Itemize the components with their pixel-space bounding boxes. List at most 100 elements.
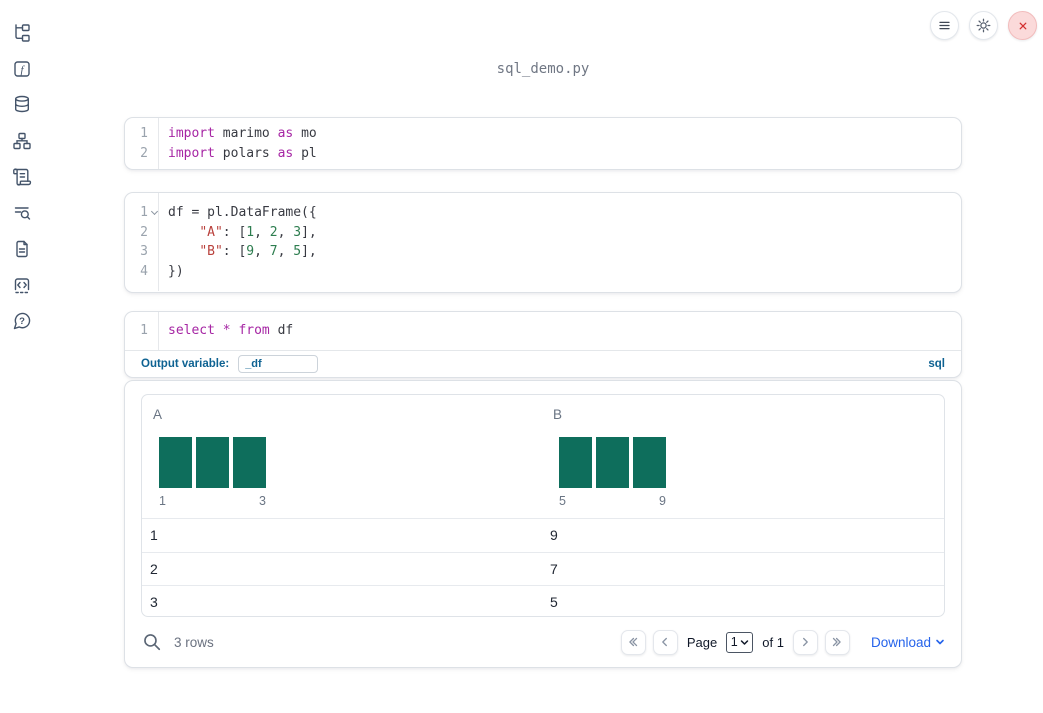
table-cell: 9 [550,527,558,544]
line-number: 1 [140,323,148,338]
first-page-button[interactable] [620,629,646,655]
sidebar-item-snippets[interactable] [12,275,32,295]
database-icon [14,95,30,113]
histogram-min-label: 5 [559,494,566,508]
previous-page-button[interactable] [652,629,678,655]
next-page-button[interactable] [792,629,818,655]
column-header-a[interactable]: A 1 3 [142,407,542,518]
column-name: A [153,407,163,422]
sidebar-item-scratchpad[interactable] [12,167,32,187]
sidebar-item-help[interactable]: ? [12,311,32,331]
sidebar-item-file-explorer[interactable] [12,23,32,43]
code-line[interactable]: 3 "B": [9, 7, 5], [125,242,961,262]
row-count: 3 rows [174,634,214,650]
hamburger-menu-icon [939,21,950,30]
code-snippet-icon [14,278,30,294]
column-header-b[interactable]: B 5 9 [542,407,944,518]
table-footer: 3 rows Page 1 of 1 [141,624,945,660]
table-search-button[interactable] [141,631,163,653]
table-cell: 3 [150,594,158,611]
code-editor[interactable]: 1 df = pl.DataFrame({2 "A": [1, 2, 3], 3 "… [125,193,961,291]
pagination: Page 1 of 1 Download [620,629,945,655]
function-icon: f [14,61,30,77]
document-icon [16,240,28,258]
notebook-actions [930,11,1037,40]
table-cell: 5 [550,594,558,611]
menu-button[interactable] [930,11,959,40]
sidebar-item-logs[interactable] [12,203,32,223]
line-number: 2 [140,224,148,240]
column-histogram [159,437,266,488]
code-editor[interactable]: 1 import marimo as mo 2 import polars as pl [125,118,961,169]
histogram-bar [196,437,229,488]
code-line[interactable]: 1 select * from df [125,321,961,341]
table-cell: 7 [550,560,558,577]
histogram-bar [159,437,192,488]
sql-editor[interactable]: 1 select * from df [125,312,961,350]
code-line[interactable]: 1 df = pl.DataFrame({ [125,203,961,223]
code-cell-dataframe: 1 df = pl.DataFrame({2 "A": [1, 2, 3], 3 "… [124,192,962,293]
chevron-down-icon [936,639,944,645]
page-number-select[interactable]: 1 [726,631,754,653]
log-search-icon [14,207,31,220]
histogram-min-label: 1 [159,494,166,508]
dependency-graph-icon [13,132,31,150]
code-line[interactable]: 4}) [125,262,961,282]
sidebar-item-dependency-graph[interactable] [12,131,32,151]
sql-cell-footer: Output variable: sql [125,349,961,378]
download-button[interactable]: Download [871,635,945,650]
page-label: Page [686,634,718,650]
line-number: 1 [140,126,148,141]
helper-sidebar: f [0,0,44,713]
code-cell-imports: 1 import marimo as mo 2 import polars as pl [124,117,962,170]
line-number: 4 [140,263,148,279]
code-line[interactable]: 2 import polars as pl [125,144,961,164]
last-page-button[interactable] [824,629,850,655]
line-number: 3 [140,244,148,259]
svg-text:f: f [20,64,25,76]
chevron-down-icon [740,639,748,645]
page-total-label: of 1 [762,634,784,650]
shutdown-button[interactable] [1008,11,1037,40]
chevron-left-icon [662,637,668,647]
notebook-filename: sql_demo.py [496,61,590,77]
table-header: A 1 3 B 5 9 [142,395,944,518]
line-number: 1 [140,205,148,220]
histogram-bar [633,437,666,488]
language-badge: sql [928,358,945,370]
code-line[interactable]: 2 "A": [1, 2, 3], [125,223,961,243]
gear-icon [976,18,991,33]
histogram-max-label: 9 [659,494,666,508]
settings-button[interactable] [969,11,998,40]
svg-text:?: ? [19,316,25,327]
line-number: 2 [140,145,148,161]
table-cell: 1 [150,527,158,544]
chevrons-right-icon [833,637,842,647]
sidebar-item-documentation[interactable] [12,239,32,259]
sidebar-item-variables[interactable]: f [12,59,32,79]
file-tree-icon [15,24,30,42]
search-icon [144,634,161,651]
column-name: B [553,407,563,422]
code-line[interactable]: 1 import marimo as mo [125,124,961,144]
histogram-bar [559,437,592,488]
sidebar-item-data-sources[interactable] [12,94,32,114]
chevron-right-icon [803,637,809,647]
histogram-bar [233,437,266,488]
output-variable-input[interactable] [238,355,319,373]
close-icon [1019,22,1026,29]
histogram-bar [596,437,629,488]
help-icon: ? [13,312,31,330]
table-cell: 2 [150,560,158,577]
output-variable-label: Output variable: [141,358,230,370]
column-histogram [559,437,666,488]
chevrons-left-icon [629,637,638,647]
histogram-max-label: 3 [259,494,266,508]
